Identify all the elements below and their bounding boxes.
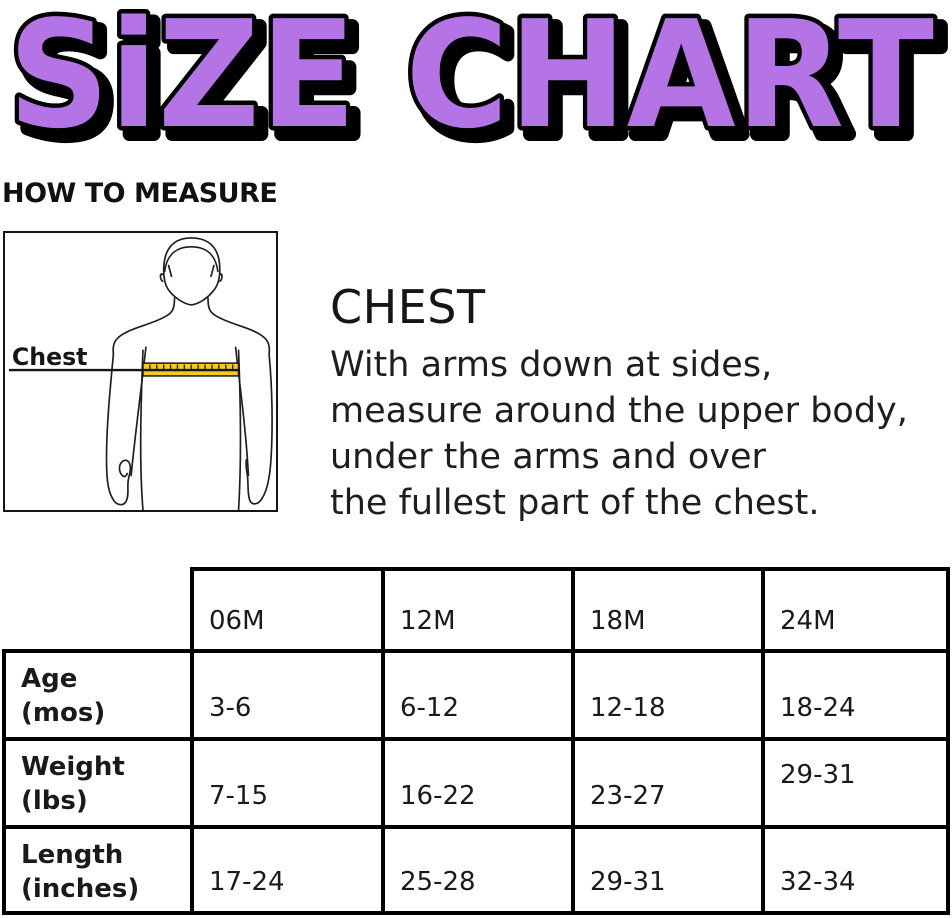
chest-description-line: measure around the upper body, [330,390,908,431]
column-header-18m: 18M [571,567,761,653]
table-cell-age-12m: 6-12 [381,653,571,741]
table-cell-weight-18m: 23-27 [571,741,761,829]
size-chart-title-shadow: SiZE CHART [16,2,942,154]
table-cell-age-24m: 18-24 [761,653,950,741]
table-cell-length-12m: 25-28 [381,829,571,915]
row-header-line: Length [21,840,124,870]
measure-illustration-box: Chest [3,231,278,512]
chest-description-line: under the arms and over [330,436,766,477]
chest-instructions: CHEST With arms down at sides, measure a… [330,280,950,526]
table-cell-length-24m: 32-34 [761,829,950,915]
row-header-length: Length (inches) [2,829,190,915]
table-cell-age-06m: 3-6 [190,653,381,741]
row-header-weight: Weight (lbs) [2,741,190,829]
torso-illustration: Chest [8,237,273,510]
row-header-line: Weight [21,752,125,782]
table-cell-weight-24m: 29-31 [761,741,950,829]
chest-description: With arms down at sides, measure around … [330,342,950,526]
table-cell-weight-12m: 16-22 [381,741,571,829]
table-cell-weight-06m: 7-15 [190,741,381,829]
size-table: 06M 12M 18M 24M Age (mos) 3-6 6-12 12-18… [2,567,950,915]
how-to-measure-heading: HOW TO MEASURE [2,178,278,209]
chest-pointer-label: Chest [12,343,88,371]
table-cell-length-06m: 17-24 [190,829,381,915]
column-header-24m: 24M [761,567,950,653]
table-cell-length-18m: 29-31 [571,829,761,915]
table-cell-age-18m: 12-18 [571,653,761,741]
row-header-line: (mos) [21,697,106,728]
size-chart-title: SiZE CHART SiZE CHART [4,2,950,154]
chest-description-line: the fullest part of the chest. [330,482,820,523]
column-header-06m: 06M [190,567,381,653]
table-corner-cell [2,567,190,653]
row-header-line: Age [21,664,78,694]
row-header-age: Age (mos) [2,653,190,741]
chest-description-line: With arms down at sides, [330,344,773,385]
size-chart-title-text: SiZE CHART [8,2,934,154]
chest-heading: CHEST [330,280,486,334]
row-header-line: (inches) [21,873,140,904]
column-header-12m: 12M [381,567,571,653]
measuring-tape-icon [8,362,240,377]
row-header-line: (lbs) [21,785,88,816]
